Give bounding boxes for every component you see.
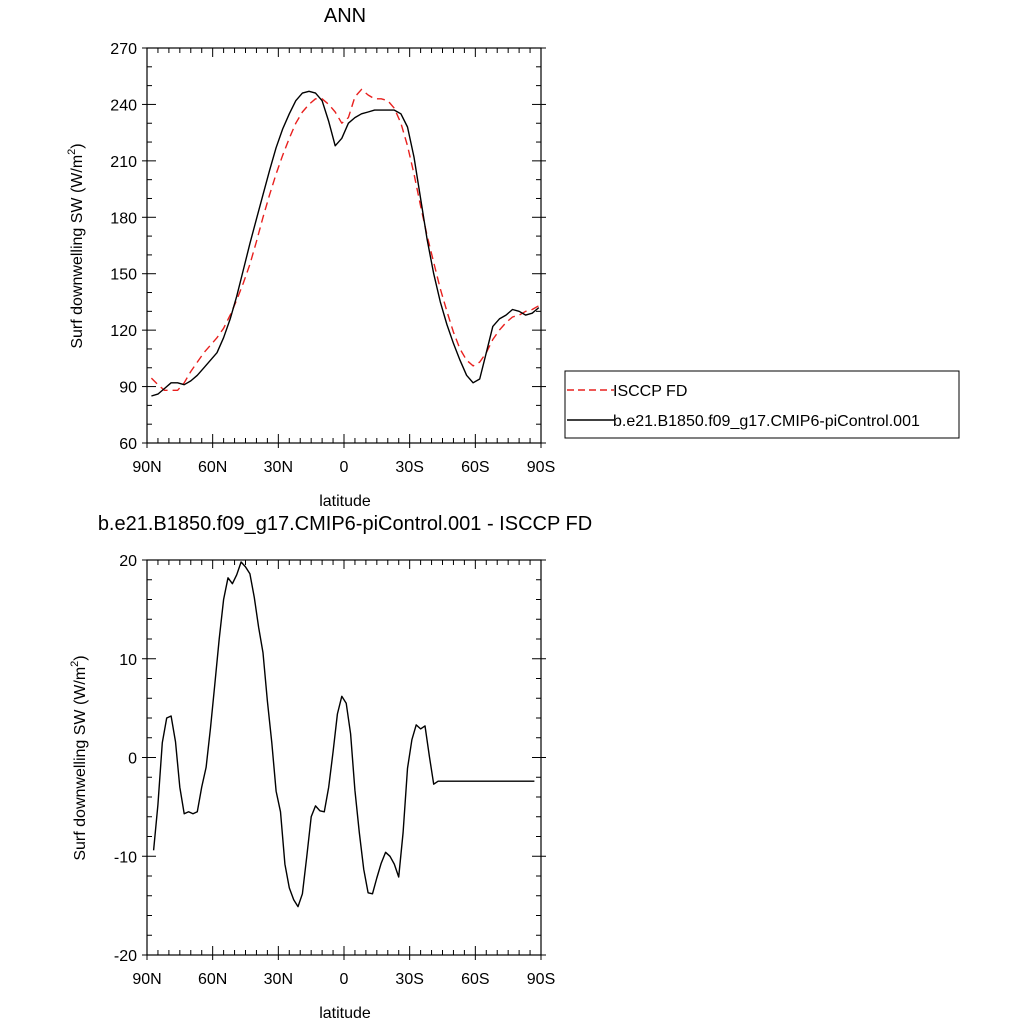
panel-2-x-tick-label: 90N [132,971,161,988]
panel-1-x-tick-label: 60S [461,459,489,476]
panel-2-x-tick-label: 60N [198,971,227,988]
panel-2-y-tick-label: -10 [114,849,137,866]
panel-1-x-tick-label: 90N [132,459,161,476]
panel-2-y-tick-label: 0 [128,751,137,768]
panel-2-y-tick-label: 20 [119,553,137,570]
panel-1-title: ANN [324,5,366,27]
panel-2-y-tick-label: -20 [114,948,137,965]
panel-2-series-line-1 [152,561,535,908]
panel-2-y-tick-label: 10 [119,652,137,669]
panel-1-x-tick-label: 30N [264,459,293,476]
panel-2-axes: 90N 60N 30N 0 30S 60S 90S -20 -10 0 10 20 [114,553,555,988]
panel-1-axes: 90N 60N 30N 0 30S 60S 90S 60 90 120 150 180 210 240 27… [110,41,555,476]
panel-2-y-axis-label: Surf downwelling SW (W/m2) [69,655,89,860]
panel-1-series-line-2 [151,90,540,397]
panel-1-y-tick-label: 60 [119,436,137,453]
panel-1-y-tick-label: 90 [119,380,137,397]
panel-1-x-tick-label: 0 [340,459,349,476]
panel-1-y-tick-label: 180 [110,210,137,227]
panel-1-x-tick-label: 60N [198,459,227,476]
panel-2-title: b.e21.B1850.f09_g17.CMIP6-piControl.001 … [98,513,592,535]
legend-label-model: b.e21.B1850.f09_g17.CMIP6-piControl.001 [613,413,920,430]
panel-1-y-tick-label: 120 [110,323,137,340]
panel-2-x-tick-label: 60S [461,971,489,988]
panel-2-x-tick-label: 0 [340,971,349,988]
panel-1-y-axis-label: Surf downwelling SW (W/m2) [66,143,86,348]
legend-label-isccp-fd: ISCCP FD [613,383,687,400]
legend-box [564,370,960,439]
legend: ISCCP FD b.e21.B1850.f09_g17.CMIP6-piCon… [564,370,960,439]
panel-1-y-tick-label: 270 [110,41,137,58]
panel-1-series-line-1 [150,88,540,391]
panel-1-y-tick-label: 150 [110,267,137,284]
panel-2-plot-frame [146,559,542,956]
panel-1-x-tick-label: 90S [527,459,555,476]
panel-1-plot-frame [146,47,542,444]
panel-1-x-axis-label: latitude [319,493,371,510]
panel-2-x-tick-label: 30N [264,971,293,988]
panel-2-x-tick-label: 90S [527,971,555,988]
panel-1-x-tick-label: 30S [395,459,423,476]
panel-1-y-tick-label: 210 [110,154,137,171]
panel-2-x-tick-label: 30S [395,971,423,988]
panel-2-x-axis-label: latitude [319,1005,371,1022]
panel-1-y-tick-label: 240 [110,97,137,114]
